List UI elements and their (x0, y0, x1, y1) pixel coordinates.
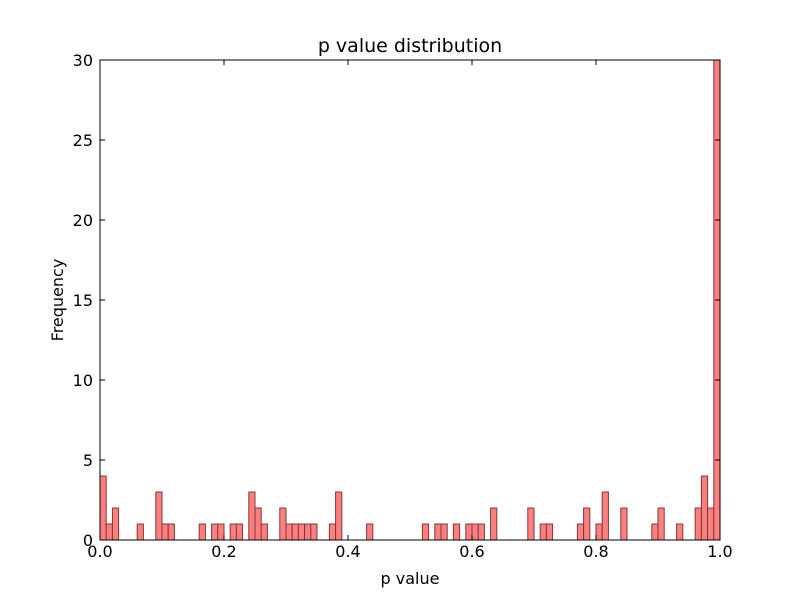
histogram-bar (490, 507, 498, 541)
histogram-bar (167, 523, 175, 541)
histogram-bar (211, 523, 219, 541)
histogram-bar (545, 523, 554, 541)
histogram-bar (285, 523, 293, 541)
histogram-bar (304, 523, 312, 541)
histogram-bar (657, 507, 665, 541)
histogram-bar (440, 523, 448, 541)
histogram-bar (694, 507, 702, 541)
histogram-bar (328, 523, 337, 541)
histogram-bar (235, 523, 244, 541)
axes-frame (99, 59, 721, 541)
y-axis-label: Frequency (48, 259, 67, 342)
plot-area (100, 60, 720, 540)
histogram-bar (99, 475, 107, 541)
histogram-bar (601, 491, 609, 541)
histogram-bar (576, 523, 585, 541)
histogram-bar (248, 491, 256, 541)
histogram-bar (366, 523, 374, 541)
histogram-bar (477, 523, 485, 541)
histogram-bar (452, 523, 461, 541)
histogram-bar (229, 523, 237, 541)
histogram-bar (707, 507, 715, 541)
histogram-bar (583, 507, 591, 541)
histogram-bar (155, 491, 163, 541)
histogram-bar (260, 523, 268, 541)
histogram-bar (595, 523, 603, 541)
histogram-bar (421, 523, 430, 541)
y-tick-label: 30 (73, 51, 93, 70)
x-tick-label: 0.0 (87, 542, 112, 561)
histogram-bar (279, 507, 287, 541)
histogram-bar (136, 523, 144, 541)
y-tick-label: 0 (83, 531, 93, 550)
x-axis-label: p value (381, 569, 440, 588)
y-tick-label: 5 (83, 451, 93, 470)
histogram-bar (539, 523, 547, 541)
x-tick-label: 0.6 (459, 542, 484, 561)
x-tick-label: 1.0 (707, 542, 732, 561)
y-tick-label: 10 (73, 371, 93, 390)
histogram-bar (297, 523, 306, 541)
x-tick-label: 0.8 (583, 542, 608, 561)
histogram-bar (700, 475, 709, 541)
histogram-bar (335, 491, 343, 541)
histogram-bar (620, 507, 628, 541)
histogram-bar (198, 523, 206, 541)
histogram-bar (161, 523, 169, 541)
x-tick-label: 0.2 (211, 542, 236, 561)
y-tick-label: 25 (73, 131, 93, 150)
chart-title: p value distribution (318, 35, 502, 57)
histogram-bar (217, 523, 225, 541)
histogram-bar (434, 523, 442, 541)
histogram-bar (676, 523, 684, 541)
histogram-bar (111, 507, 120, 541)
histogram-bar (465, 523, 473, 541)
histogram-bar (310, 523, 318, 541)
y-tick-label: 20 (73, 211, 93, 230)
histogram-bar (105, 523, 113, 541)
histogram-bar (651, 523, 659, 541)
ticks-group: 0.0 0.2 0.4 0.6 0.8 1.0 0 5 10 15 20 25 30 (73, 51, 733, 561)
y-tick-label: 15 (73, 291, 93, 310)
histogram-bar (471, 523, 479, 541)
histogram-bar (254, 507, 262, 541)
x-tick-label: 0.4 (335, 542, 360, 561)
histogram-bar (291, 523, 299, 541)
histogram-bar (527, 507, 535, 541)
